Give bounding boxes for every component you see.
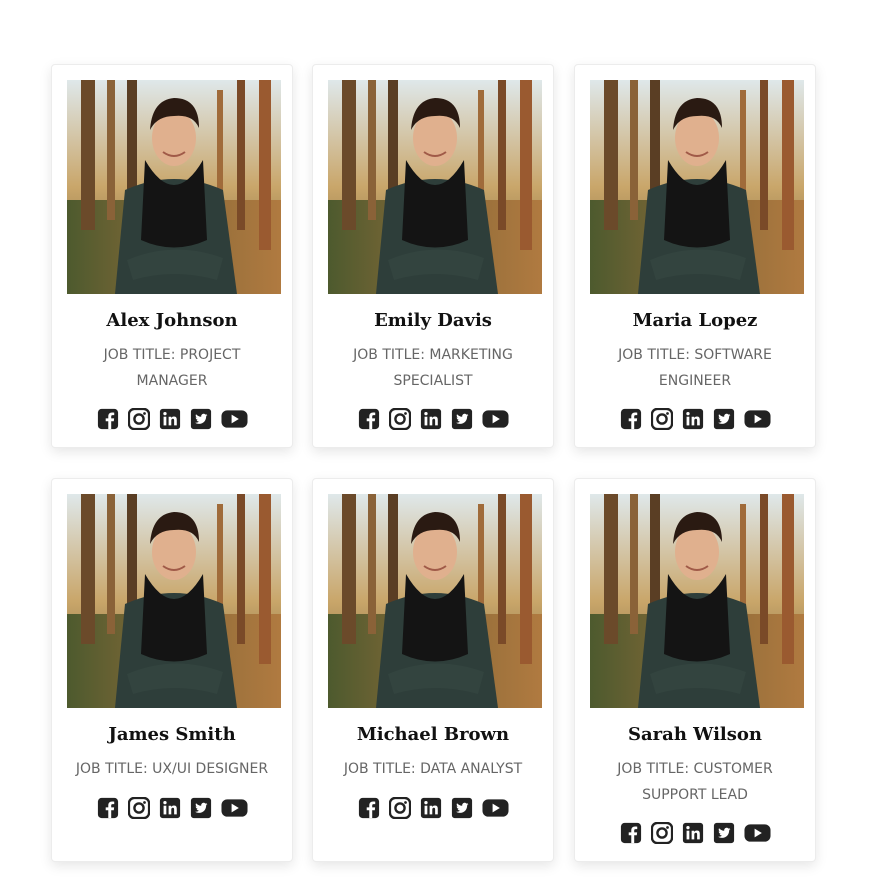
job-title: Job Title: UX/UI Designer bbox=[75, 761, 269, 777]
linkedin-icon[interactable] bbox=[420, 797, 442, 819]
linkedin-icon[interactable] bbox=[682, 408, 704, 430]
instagram-icon[interactable] bbox=[128, 797, 150, 819]
linkedin-icon[interactable] bbox=[159, 408, 181, 430]
social-links bbox=[52, 797, 292, 819]
linkedin-icon[interactable] bbox=[159, 797, 181, 819]
youtube-icon[interactable] bbox=[744, 408, 771, 430]
member-name: Maria Lopez bbox=[632, 310, 758, 331]
team-card: Sarah Wilson Job Title: Customer Support… bbox=[574, 478, 816, 862]
youtube-icon[interactable] bbox=[482, 797, 509, 819]
profile-photo bbox=[590, 80, 804, 294]
social-links bbox=[313, 797, 553, 819]
team-card: Alex Johnson Job Title: Project Manager bbox=[51, 64, 293, 448]
youtube-icon[interactable] bbox=[482, 408, 509, 430]
job-title: Job Title: Customer Support Lead bbox=[617, 761, 773, 803]
linkedin-icon[interactable] bbox=[682, 822, 704, 844]
team-card: James Smith Job Title: UX/UI Designer bbox=[51, 478, 293, 862]
youtube-icon[interactable] bbox=[744, 822, 771, 844]
profile-photo bbox=[67, 80, 281, 294]
instagram-icon[interactable] bbox=[651, 408, 673, 430]
facebook-icon[interactable] bbox=[97, 408, 119, 430]
team-card: Maria Lopez Job Title: Software Engineer bbox=[574, 64, 816, 448]
social-links bbox=[52, 408, 292, 430]
twitter-icon[interactable] bbox=[713, 822, 735, 844]
instagram-icon[interactable] bbox=[389, 797, 411, 819]
member-name: Sarah Wilson bbox=[628, 724, 762, 745]
social-links bbox=[575, 408, 815, 430]
job-title: Job Title: Software Engineer bbox=[618, 347, 772, 389]
job-title: Job Title: Project Manager bbox=[103, 347, 241, 389]
member-name: James Smith bbox=[108, 724, 236, 745]
youtube-icon[interactable] bbox=[221, 797, 248, 819]
instagram-icon[interactable] bbox=[128, 408, 150, 430]
twitter-icon[interactable] bbox=[190, 408, 212, 430]
member-name: Alex Johnson bbox=[106, 310, 238, 331]
job-title: Job Title: Data Analyst bbox=[343, 761, 523, 777]
instagram-icon[interactable] bbox=[389, 408, 411, 430]
instagram-icon[interactable] bbox=[651, 822, 673, 844]
twitter-icon[interactable] bbox=[713, 408, 735, 430]
job-title: Job Title: Marketing Specialist bbox=[353, 347, 513, 389]
facebook-icon[interactable] bbox=[358, 408, 380, 430]
linkedin-icon[interactable] bbox=[420, 408, 442, 430]
facebook-icon[interactable] bbox=[358, 797, 380, 819]
profile-photo bbox=[67, 494, 281, 708]
member-name: Michael Brown bbox=[356, 724, 510, 745]
twitter-icon[interactable] bbox=[451, 408, 473, 430]
member-name: Emily Davis bbox=[374, 310, 492, 331]
facebook-icon[interactable] bbox=[620, 822, 642, 844]
twitter-icon[interactable] bbox=[451, 797, 473, 819]
profile-photo bbox=[328, 80, 542, 294]
twitter-icon[interactable] bbox=[190, 797, 212, 819]
facebook-icon[interactable] bbox=[620, 408, 642, 430]
facebook-icon[interactable] bbox=[97, 797, 119, 819]
youtube-icon[interactable] bbox=[221, 408, 248, 430]
team-card: Michael Brown Job Title: Data Analyst bbox=[312, 478, 554, 862]
social-links bbox=[313, 408, 553, 430]
profile-photo bbox=[328, 494, 542, 708]
social-links bbox=[575, 822, 815, 844]
team-card: Emily Davis Job Title: Marketing Special… bbox=[312, 64, 554, 448]
profile-photo bbox=[590, 494, 804, 708]
